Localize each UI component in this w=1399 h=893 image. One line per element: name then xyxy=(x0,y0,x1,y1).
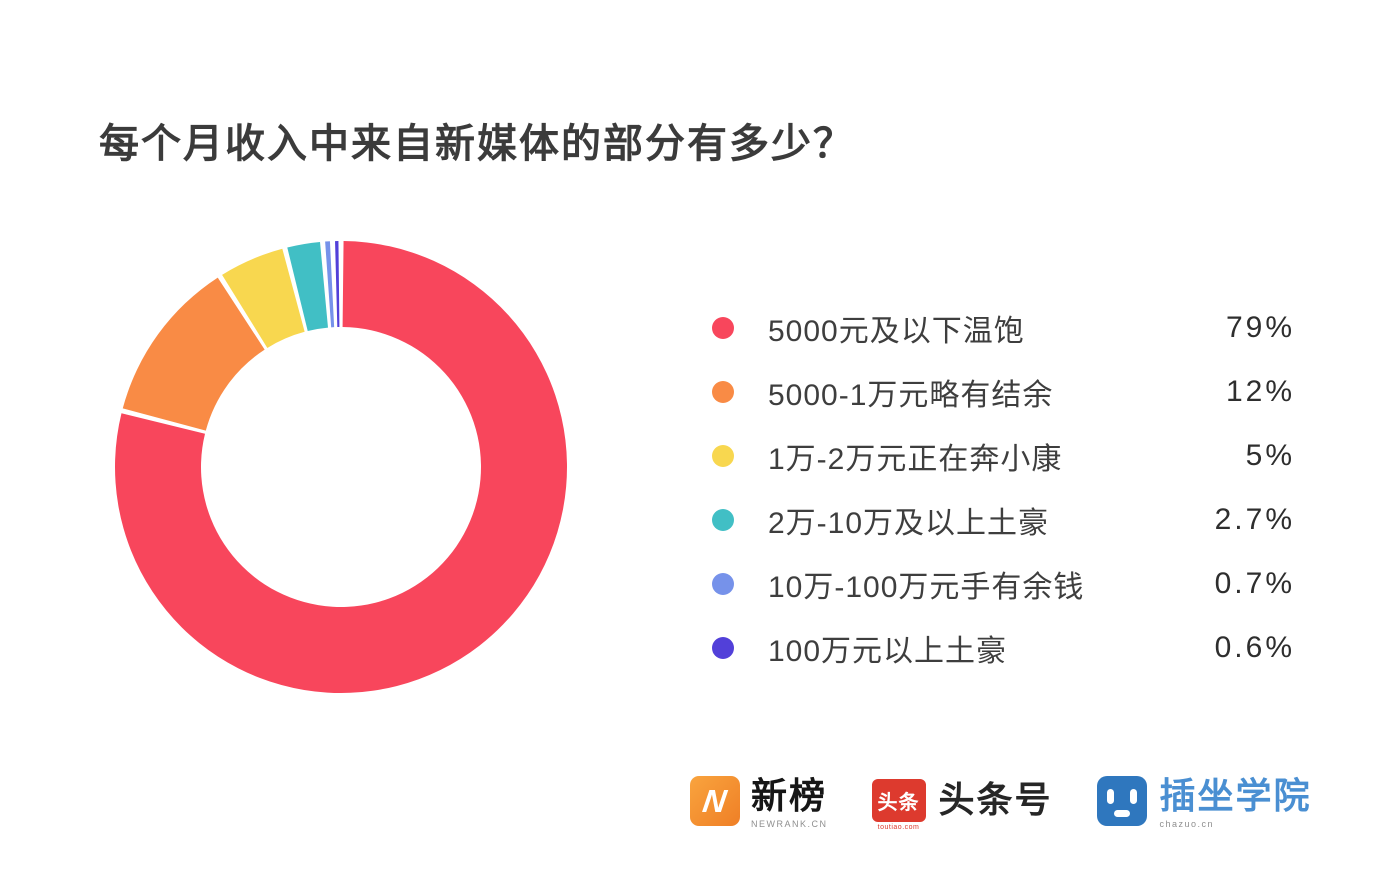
legend-color-dot xyxy=(712,317,734,339)
donut-slice-4 xyxy=(325,241,335,328)
legend-row: 1万-2万元正在奔小康 5% xyxy=(712,424,1295,488)
legend-color-dot xyxy=(712,637,734,659)
donut-slice-1 xyxy=(122,277,265,431)
legend-color-dot xyxy=(712,573,734,595)
legend-value: 0.6% xyxy=(1214,631,1295,664)
footer-logos: N 新榜 NEWRANK.CN 头条 toutiao.com 头条号 插坐学院 … xyxy=(690,776,1312,831)
toutiao-icon: 头条 xyxy=(871,779,926,822)
legend-row: 2万-10万及以上土豪 2.7% xyxy=(712,488,1295,552)
newrank-n-icon: N xyxy=(690,776,740,826)
page-title: 每个月收入中来自新媒体的部分有多少？ xyxy=(99,121,855,166)
legend-value: 0.7% xyxy=(1214,567,1295,600)
toutiao-name: 头条号 xyxy=(938,779,1053,820)
chazuo-name: 插坐学院 xyxy=(1159,775,1312,816)
toutiao-icon-text: 头条 xyxy=(877,792,920,814)
chart-legend: 5000元及以下温饱 79% 5000-1万元略有结余 12% 1万-2万元正在… xyxy=(712,296,1295,680)
robot-mouth xyxy=(1113,810,1130,817)
newrank-icon-letter: N xyxy=(700,782,730,819)
donut-slice-2 xyxy=(222,248,305,348)
legend-color-dot xyxy=(712,381,734,403)
donut-slice-0 xyxy=(115,241,568,693)
legend-row: 10万-100万元手有余钱 0.7% xyxy=(712,552,1295,616)
newrank-subtext: NEWRANK.CN xyxy=(751,819,828,829)
legend-row: 100万元以上土豪 0.6% xyxy=(712,616,1295,680)
legend-value: 79% xyxy=(1225,311,1295,344)
donut-slice-3 xyxy=(287,241,328,332)
donut-chart-svg xyxy=(115,241,568,693)
toutiao-subtext: toutiao.com xyxy=(877,824,920,831)
legend-label: 1万-2万元正在奔小康 xyxy=(768,443,1063,476)
chazuo-subtext: chazuo.cn xyxy=(1159,819,1215,829)
chazuo-robot-icon xyxy=(1096,776,1147,826)
legend-label: 5000-1万元略有结余 xyxy=(768,379,1054,412)
legend-label: 10万-100万元手有余钱 xyxy=(768,571,1085,604)
legend-value: 5% xyxy=(1245,439,1295,472)
robot-eye-left xyxy=(1106,789,1114,804)
newrank-logo: N 新榜 NEWRANK.CN xyxy=(690,776,828,829)
newrank-name: 新榜 xyxy=(751,775,828,816)
legend-label: 100万元以上土豪 xyxy=(768,635,1008,668)
legend-value: 2.7% xyxy=(1214,503,1295,536)
chazuo-logo: 插坐学院 chazuo.cn xyxy=(1096,775,1312,829)
robot-eye-right xyxy=(1129,789,1137,804)
legend-label: 5000元及以下温饱 xyxy=(768,315,1025,348)
toutiao-logo: 头条 toutiao.com 头条号 xyxy=(871,776,1053,831)
donut-slice-5 xyxy=(335,241,340,328)
legend-color-dot xyxy=(712,509,734,531)
legend-label: 2万-10万及以上土豪 xyxy=(768,507,1050,540)
legend-row: 5000元及以下温饱 79% xyxy=(712,296,1295,360)
legend-row: 5000-1万元略有结余 12% xyxy=(712,360,1295,424)
donut-chart xyxy=(112,238,570,696)
legend-color-dot xyxy=(712,445,734,467)
legend-value: 12% xyxy=(1225,375,1295,408)
